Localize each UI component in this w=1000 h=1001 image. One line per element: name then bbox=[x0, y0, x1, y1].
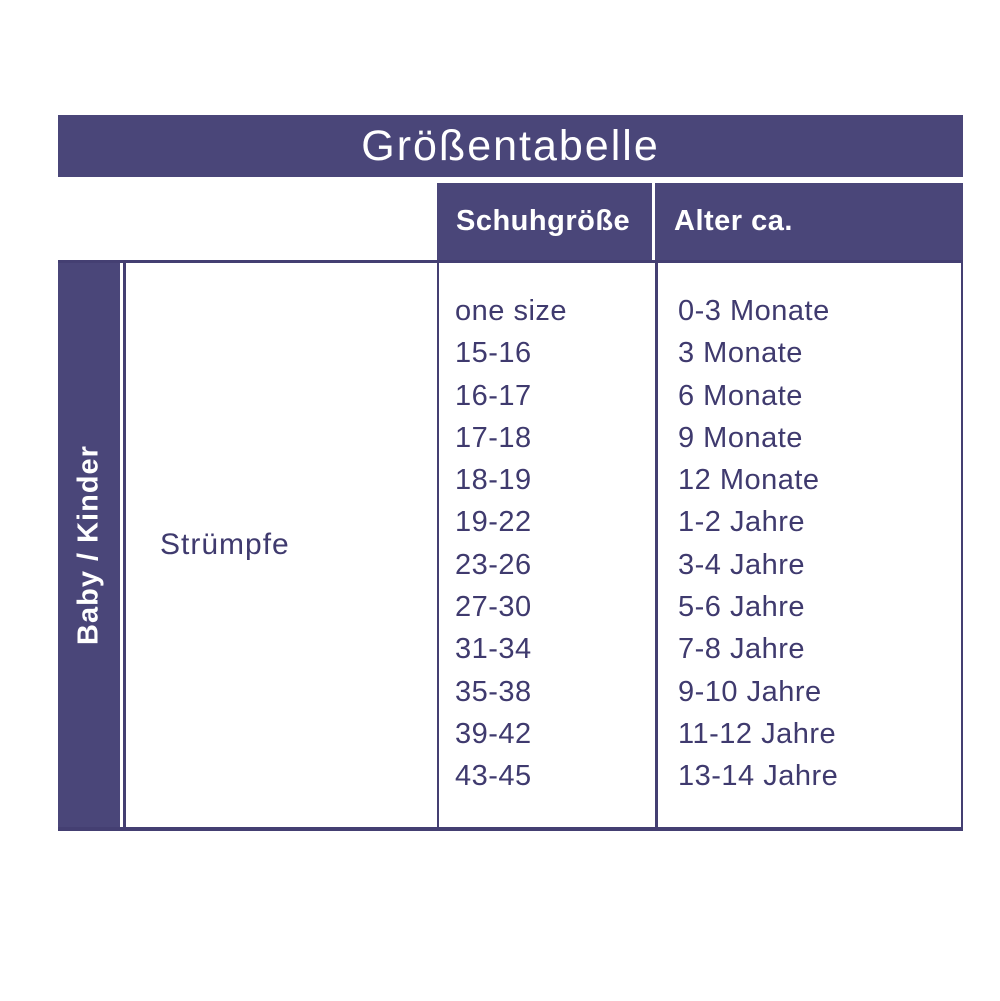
category-divider bbox=[120, 263, 123, 827]
age-cell: 13-14 Jahre bbox=[678, 760, 839, 793]
age-cell: 1-2 Jahre bbox=[678, 506, 806, 539]
product-cell: Strümpfe bbox=[123, 263, 437, 827]
header-spacer bbox=[58, 183, 437, 260]
age-cell: 11-12 Jahre bbox=[678, 717, 837, 750]
table-body: Baby / Kinder Strümpfe one size 15-16 16… bbox=[58, 260, 963, 831]
size-cell: 15-16 bbox=[455, 337, 532, 370]
table-title-bar: Größentabelle bbox=[58, 115, 963, 177]
size-cell: 16-17 bbox=[455, 379, 532, 412]
age-cell: 5-6 Jahre bbox=[678, 591, 806, 624]
age-cell: 9-10 Jahre bbox=[678, 675, 822, 708]
age-cell: 3-4 Jahre bbox=[678, 548, 806, 581]
size-cell: 19-22 bbox=[455, 506, 532, 539]
size-cell: 31-34 bbox=[455, 633, 532, 666]
category-sidebar: Baby / Kinder bbox=[58, 263, 120, 827]
category-label: Baby / Kinder bbox=[72, 445, 105, 645]
table-header-row: Schuhgröße Alter ca. bbox=[58, 183, 963, 260]
size-cell: 18-19 bbox=[455, 464, 532, 497]
size-cell: 35-38 bbox=[455, 675, 532, 708]
title-divider bbox=[58, 177, 963, 183]
age-cell: 9 Monate bbox=[678, 421, 803, 454]
size-cell: 43-45 bbox=[455, 760, 532, 793]
column-header-age: Alter ca. bbox=[655, 183, 963, 260]
age-cell: 12 Monate bbox=[678, 464, 820, 497]
age-cell: 0-3 Monate bbox=[678, 295, 830, 327]
header-column-divider bbox=[652, 183, 655, 260]
age-cell: 7-8 Jahre bbox=[678, 633, 806, 666]
product-label: Strümpfe bbox=[160, 528, 290, 561]
shoe-size-column: one size 15-16 16-17 17-18 18-19 19-22 2… bbox=[437, 263, 655, 827]
size-cell: 23-26 bbox=[455, 548, 532, 581]
size-chart-table: Größentabelle Schuhgröße Alter ca. Baby … bbox=[58, 115, 963, 831]
column-header-shoe-size: Schuhgröße bbox=[437, 183, 652, 260]
size-cell: one size bbox=[455, 295, 568, 327]
size-cell: 17-18 bbox=[455, 421, 532, 454]
age-cell: 3 Monate bbox=[678, 337, 803, 370]
size-cell: 39-42 bbox=[455, 717, 532, 750]
age-cell: 6 Monate bbox=[678, 379, 803, 412]
age-column: 0-3 Monate 3 Monate 6 Monate 9 Monate 12… bbox=[655, 263, 961, 827]
size-cell: 27-30 bbox=[455, 591, 532, 624]
table-title: Größentabelle bbox=[361, 121, 660, 170]
